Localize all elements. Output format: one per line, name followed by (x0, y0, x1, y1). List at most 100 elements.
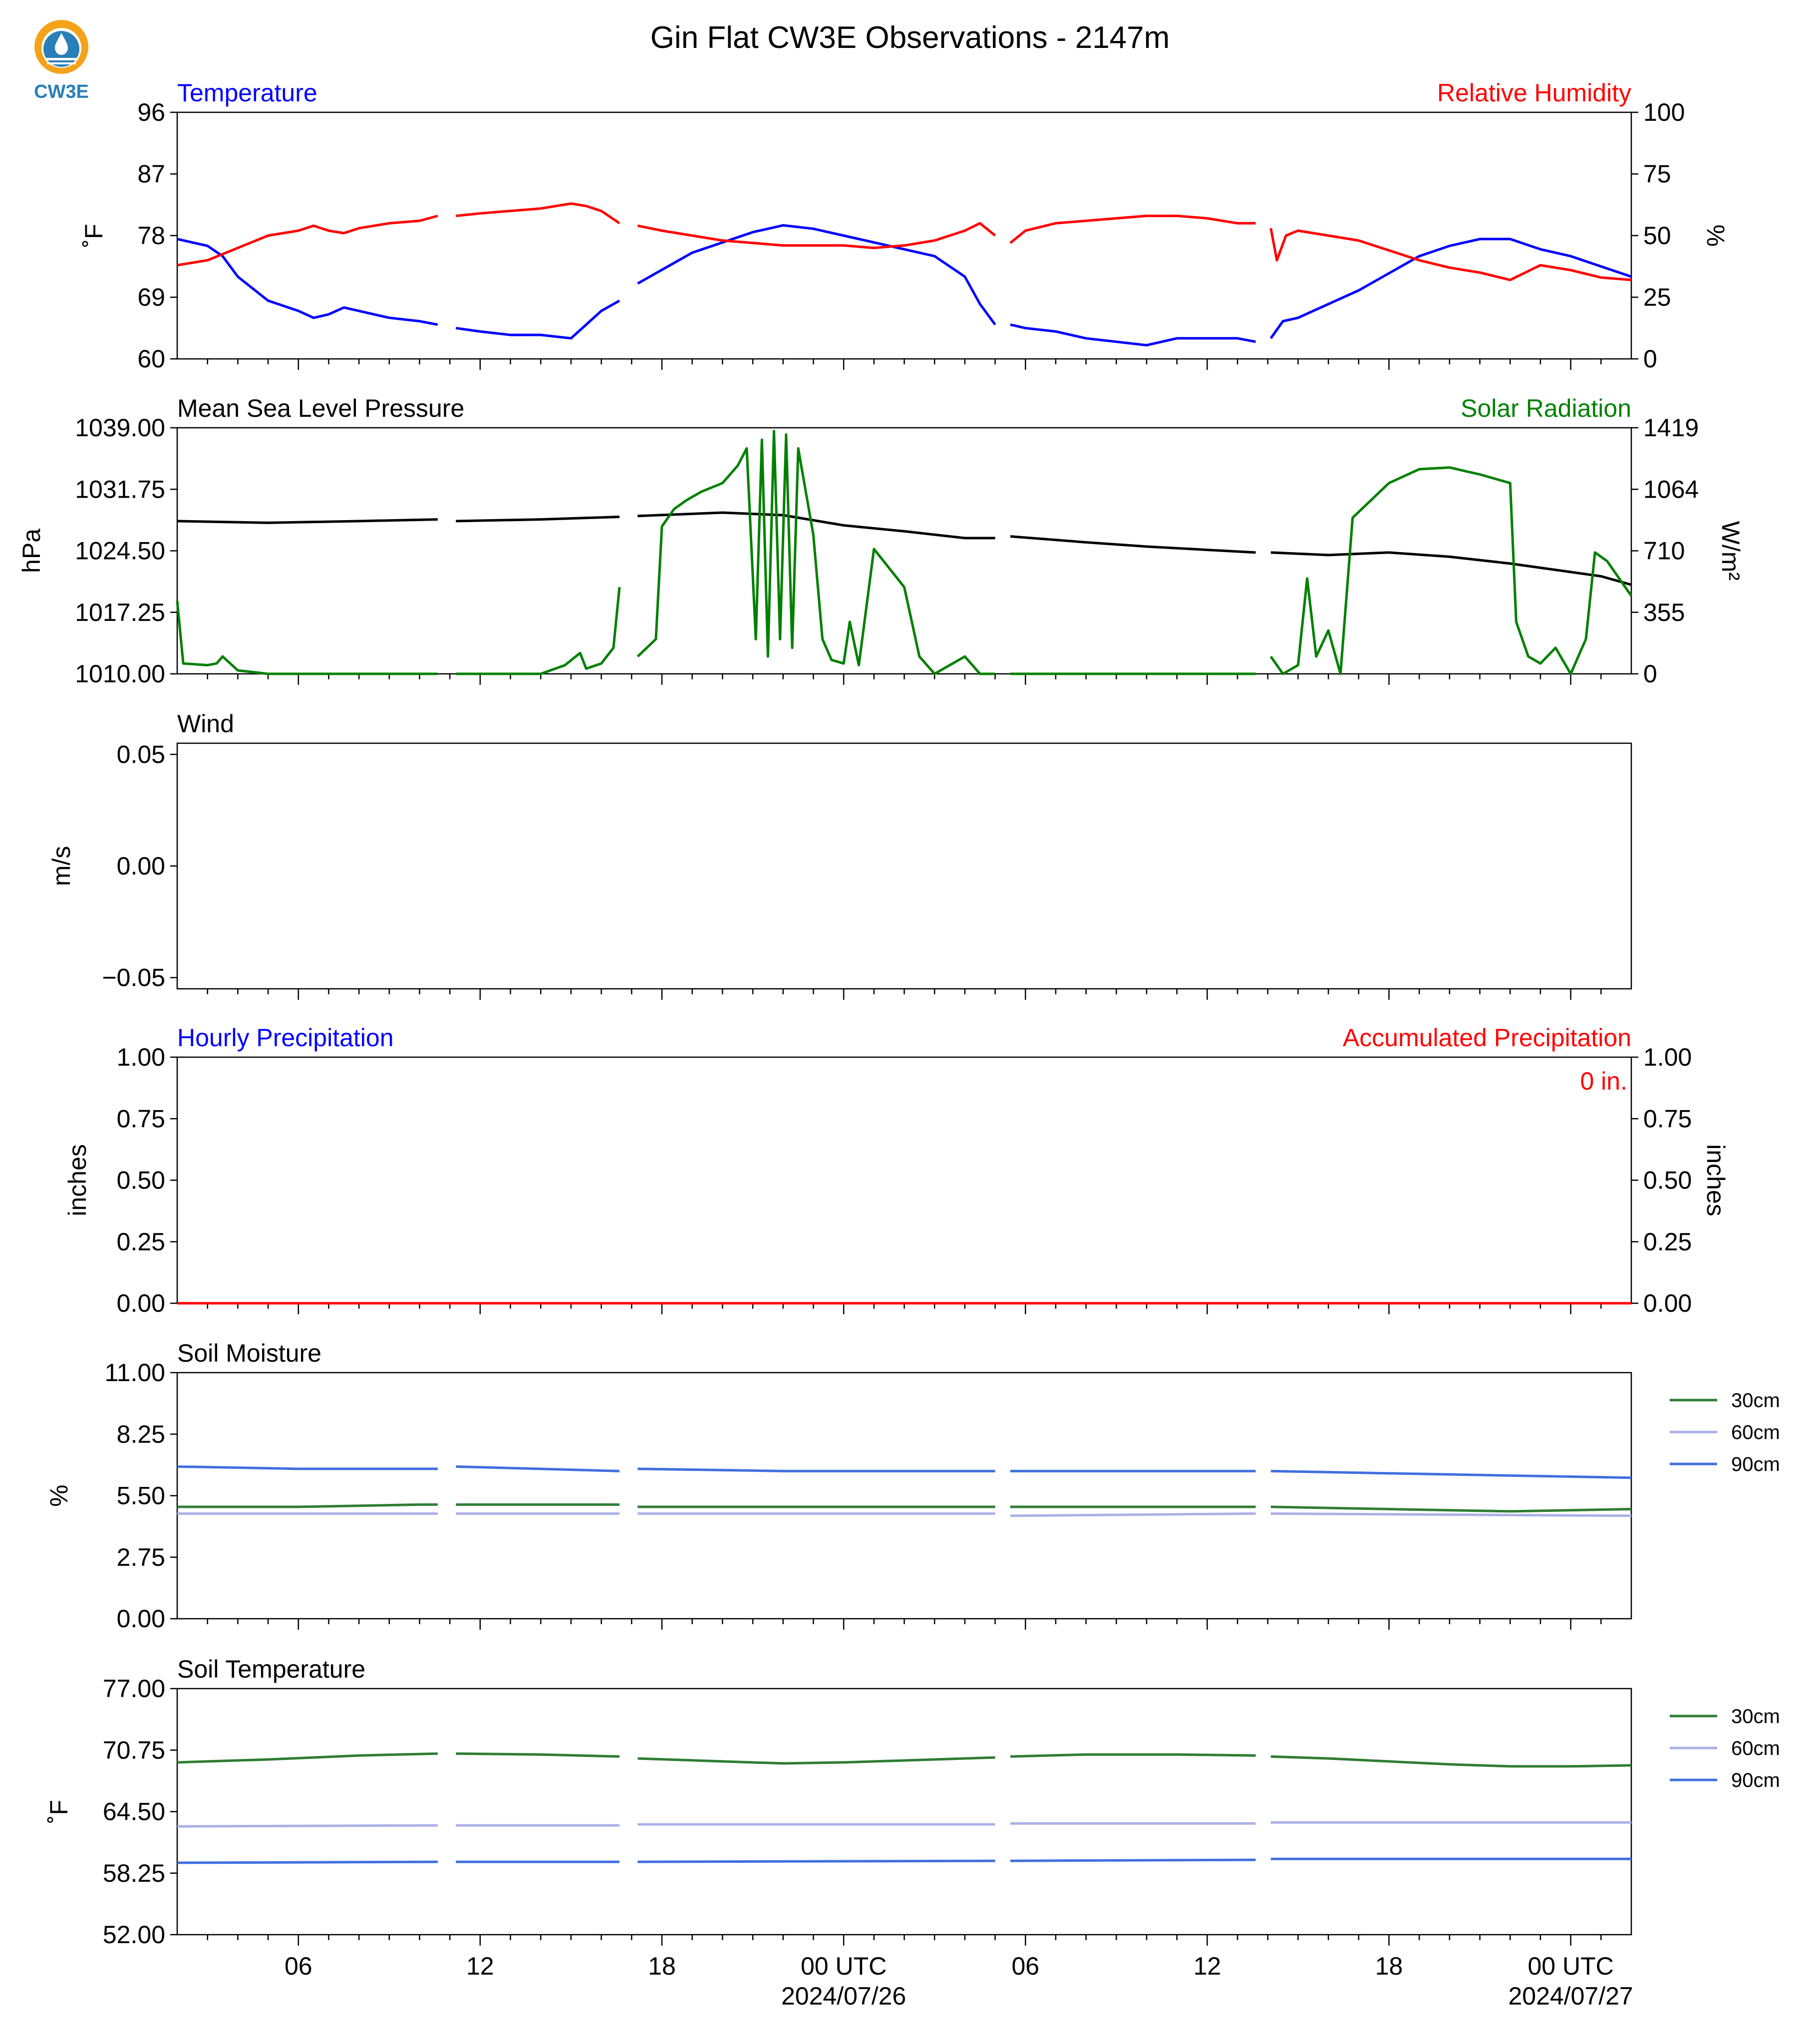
soil-moisture-frame (176, 1372, 1632, 1620)
soil-moisture-title-left: Soil Moisture (177, 1339, 321, 1367)
pressure-series-mean-sea-level-pressure-seg4 (1270, 551, 1632, 586)
soil-temp-series-90cm-seg3 (1010, 1858, 1256, 1862)
temperature-ytick-label-left: 60 (137, 345, 165, 373)
temperature-series-relative-humidity-seg1 (456, 202, 620, 225)
pressure-ytick-label-left: 1010.00 (75, 660, 165, 688)
precip-ytick-label-left: 0.50 (117, 1166, 165, 1194)
temperature-frame (176, 111, 1632, 360)
pressure-ylabel-left: hPa (17, 529, 45, 573)
soil-temp-ylabel-left: ˚F (45, 1800, 73, 1823)
soil-moisture-ytick-label-left: 8.25 (117, 1420, 165, 1448)
temperature-ytick-label-right: 25 (1643, 284, 1671, 311)
soil-moisture-ytick-label-left: 5.50 (117, 1482, 165, 1510)
page-title: Gin Flat CW3E Observations - 2147m (650, 20, 1170, 55)
date-label-2: 2024/07/27 (1509, 1982, 1633, 2010)
xtick-label: 18 (648, 1952, 676, 1980)
soil-temp-ytick-label-left: 52.00 (103, 1921, 165, 1949)
pressure-series-solar-radiation-seg0 (176, 600, 438, 675)
soil-temp-ytick-label-left: 70.75 (103, 1736, 165, 1764)
soil-temp-series-90cm-seg0 (177, 1860, 438, 1864)
pressure-series-mean-sea-level-pressure-seg0 (177, 518, 438, 524)
wind-ylabel-left: m/s (47, 846, 75, 886)
temperature-series-relative-humidity-seg3 (1009, 215, 1256, 244)
soil-moisture-ytick-label-left: 2.75 (117, 1543, 165, 1571)
wind-ytick-label-left: 0.05 (117, 740, 165, 768)
soil-temp-legend-label-60cm: 60cm (1731, 1738, 1780, 1759)
xtick-label: 00 UTC (801, 1952, 887, 1980)
logo-wave-1 (45, 58, 78, 60)
pressure-ytick-label-right: 710 (1643, 537, 1685, 565)
soil-temp-series-30cm-seg3 (1010, 1753, 1256, 1758)
temperature-ytick-label-left: 69 (137, 284, 165, 311)
precip-title-right: Accumulated Precipitation (1343, 1024, 1631, 1052)
logo-text: CW3E (34, 81, 89, 102)
temperature-series-temperature-seg1 (455, 299, 620, 340)
temperature-title-right: Relative Humidity (1437, 79, 1631, 107)
precip-ylabel-right: inches (1702, 1144, 1730, 1216)
xtick-label: 06 (285, 1952, 312, 1980)
pressure-ytick-label-left: 1017.25 (75, 598, 165, 626)
pressure-ytick-label-right: 1064 (1643, 475, 1699, 503)
pressure-series-solar-radiation-seg1 (456, 587, 621, 675)
soil-temp-series-60cm-seg0 (177, 1824, 438, 1828)
temperature-series-relative-humidity-seg4 (1269, 228, 1632, 282)
wind-ytick-label-left: −0.05 (102, 964, 165, 992)
soil-moisture-legend-label-90cm: 90cm (1731, 1453, 1780, 1475)
logo-wave-2 (47, 62, 76, 64)
xtick-label: 12 (1194, 1952, 1221, 1980)
soil-moisture-legend-label-30cm: 30cm (1731, 1390, 1780, 1412)
soil-moisture-series-90cm-seg4 (1270, 1469, 1632, 1479)
temperature-series-relative-humidity-seg0 (177, 215, 438, 267)
pressure-ylabel-right: W/m² (1717, 521, 1745, 580)
precip-ytick-label-right: 0.00 (1643, 1289, 1692, 1317)
soil-temp-ytick-label-left: 77.00 (103, 1675, 165, 1703)
temperature-series-relative-humidity-seg2 (637, 222, 996, 250)
precip-ytick-label-right: 0.75 (1643, 1105, 1692, 1133)
pressure-ytick-label-left: 1031.75 (75, 475, 165, 503)
temperature-series-temperature-seg2 (637, 224, 996, 325)
soil-temp-series-90cm-seg2 (637, 1859, 995, 1863)
xtick-label: 00 UTC (1527, 1952, 1613, 1980)
precip-accum-label: 0 in. (1580, 1067, 1627, 1095)
temperature-ytick-label-left: 78 (137, 222, 165, 250)
pressure-ytick-label-right: 0 (1643, 660, 1657, 688)
precip-ytick-label-left: 1.00 (117, 1043, 165, 1071)
temperature-series-temperature-seg0 (177, 238, 438, 326)
logo-drop-icon (55, 33, 68, 55)
pressure-frame (176, 427, 1632, 675)
temperature-ytick-label-right: 0 (1643, 345, 1657, 373)
temperature-ylabel-right: % (1702, 225, 1730, 247)
pressure-title-right: Solar Radiation (1461, 394, 1631, 422)
xtick-label: 18 (1375, 1952, 1403, 1980)
wind-title-left: Wind (177, 710, 234, 738)
precip-ytick-label-left: 0.00 (117, 1289, 165, 1317)
soil-temp-frame (176, 1688, 1632, 1936)
pressure-series-mean-sea-level-pressure-seg2 (637, 511, 995, 540)
temperature-ylabel-left: ˚F (80, 224, 108, 247)
soil-temp-legend-label-90cm: 90cm (1731, 1769, 1780, 1791)
pressure-ytick-label-left: 1039.00 (75, 414, 165, 442)
xtick-label: 06 (1011, 1952, 1039, 1980)
soil-moisture-series-60cm-seg4 (1270, 1512, 1632, 1517)
soil-temp-title-left: Soil Temperature (177, 1655, 365, 1683)
temperature-series-temperature-seg3 (1010, 323, 1256, 347)
soil-moisture-ylabel-left: % (45, 1484, 73, 1506)
cw3e-logo: CW3E (34, 20, 89, 102)
soil-moisture-series-90cm-seg2 (637, 1467, 995, 1472)
xtick-label: 12 (466, 1952, 494, 1980)
pressure-ytick-label-right: 355 (1643, 598, 1685, 626)
temperature-title-left: Temperature (177, 79, 317, 107)
temperature-ytick-label-left: 87 (137, 160, 165, 188)
soil-moisture-series-90cm-seg0 (177, 1465, 438, 1470)
soil-moisture-series-30cm-seg0 (177, 1503, 438, 1508)
soil-moisture-series-60cm-seg3 (1010, 1512, 1256, 1517)
soil-temp-series-30cm-seg0 (177, 1752, 438, 1764)
soil-moisture-series-30cm-seg4 (1270, 1505, 1632, 1513)
temperature-ytick-label-right: 100 (1643, 98, 1685, 126)
pressure-ytick-label-left: 1024.50 (75, 537, 165, 565)
temperature-ytick-label-right: 75 (1643, 160, 1671, 188)
precip-ytick-label-left: 0.75 (117, 1105, 165, 1133)
precip-ylabel-left: inches (63, 1144, 91, 1216)
date-label-1: 2024/07/26 (781, 1982, 906, 2010)
